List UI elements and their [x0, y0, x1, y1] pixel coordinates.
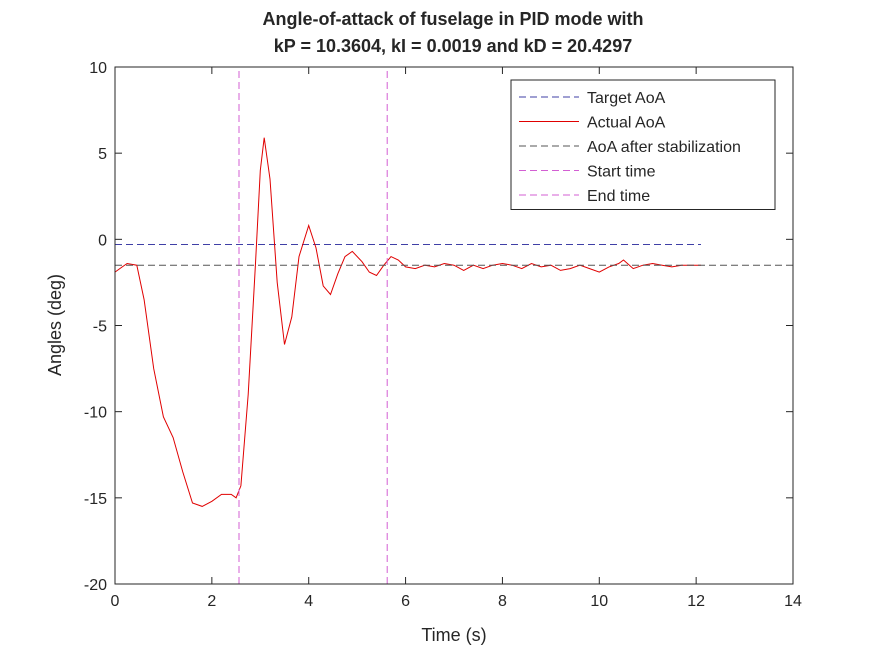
x-tick-label: 8 [498, 593, 507, 610]
x-tick-label: 0 [111, 593, 120, 610]
x-tick-label: 6 [401, 593, 410, 610]
series-actual-aoa [114, 137, 701, 507]
x-tick-label: 12 [687, 593, 705, 610]
y-tick-label: -20 [84, 577, 107, 594]
y-tick-label: -15 [84, 491, 107, 508]
axes-layer: 0 2 4 6 8 10 12 14 -20 -15 -10 -5 0 5 10 [84, 60, 802, 610]
y-tick-label: -10 [84, 405, 107, 422]
y-tick-label: -5 [93, 319, 107, 336]
legend-label-start-time: Start time [587, 164, 656, 181]
legend-label-aoa-after-stabilization: AoA after stabilization [587, 139, 741, 156]
x-tick-label: 2 [207, 593, 216, 610]
legend-box [510, 79, 776, 210]
y-tick-label: 10 [89, 60, 107, 77]
chart-subtitle: kP = 10.3604, kI = 0.0019 and kD = 20.42… [274, 36, 632, 56]
legend-label-end-time: End time [587, 188, 650, 205]
y-tick-label: 0 [98, 232, 107, 249]
chart-title: Angle-of-attack of fuselage in PID mode … [262, 9, 643, 29]
x-tick-label: 10 [590, 593, 608, 610]
x-tick-label: 14 [784, 593, 802, 610]
y-tick-label: 5 [98, 146, 107, 163]
y-axis-label: Angles (deg) [45, 274, 65, 376]
x-tick-label: 4 [304, 593, 313, 610]
legend: Target AoA Actual AoA AoA after stabilizat… [510, 79, 776, 210]
legend-label-actual-aoa: Actual AoA [587, 115, 666, 132]
legend-label-target-aoa: Target AoA [587, 90, 666, 107]
series-layer [114, 67, 793, 584]
x-axis-label: Time (s) [421, 625, 486, 645]
